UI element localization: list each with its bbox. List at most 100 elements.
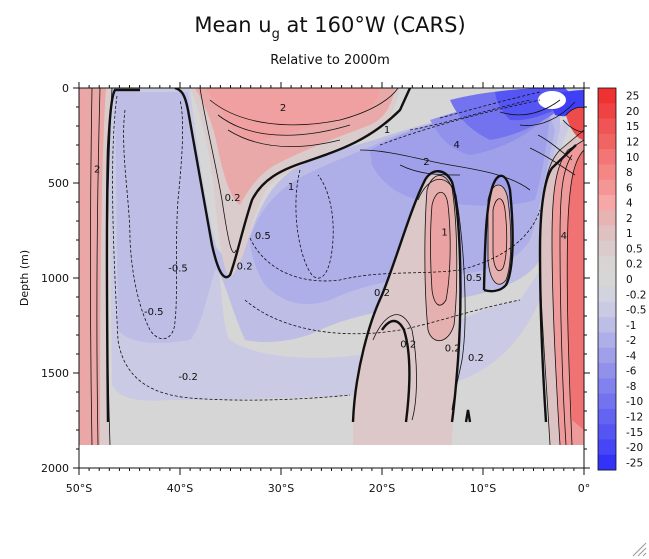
contour-label: 2 [423,157,429,168]
contour-line [249,209,541,282]
colorbar-swatch [598,149,616,165]
contour-line [439,91,541,119]
resize-grip-icon[interactable] [632,542,647,557]
colorbar-swatch [598,439,616,456]
contour-label: 1 [288,182,294,193]
contour-label: -0.5 [168,264,188,275]
colorbar-label: 15 [626,121,639,133]
colorbar-swatch [598,317,616,333]
colorbar-swatch [598,194,616,211]
colorbar-label: 0.2 [626,259,643,271]
contour-label: 0.5 [466,273,482,284]
x-tick-label: 50°S [66,482,92,495]
x-tick-label: 10°S [470,482,496,495]
field-eastward-upper-core-4 [205,88,380,142]
colorbar-swatch [598,88,616,104]
y-tick-label: 1500 [41,367,69,380]
contour-line [379,99,541,146]
y-tick-label: 0 [62,82,69,95]
colorbar-swatch [598,393,616,410]
contour-label: -0.5 [144,307,164,318]
contour-line [529,147,576,176]
contour-label: 0.2 [374,288,390,299]
contour-line [209,88,399,126]
contour-label: 4 [454,140,460,151]
colorbar-label: 0.5 [626,243,643,255]
colorbar-label: 12 [626,136,639,148]
x-tick-label: 0° [578,482,591,495]
contour-line [112,95,351,401]
colorbar-label: 0 [626,274,633,286]
contour-line [372,314,417,421]
colorbar-swatch [598,378,616,394]
contour-line [199,88,237,253]
contour-line [399,164,461,176]
contour-zero-14S [351,170,462,423]
blank-no-data-patch [538,91,566,109]
contour-line [499,99,561,116]
colorbar-label: -25 [626,457,643,469]
colorbar-label: -0.2 [626,289,647,301]
contour-line [424,175,458,342]
field-eastward-equator-6 [567,150,584,430]
y-axis: 0 500 1000 1500 2000 [41,82,590,475]
contour-line [96,88,101,446]
contour-line [244,299,521,335]
colorbar-swatch [598,424,616,440]
chart-subtitle: Relative to 2000m [270,53,390,68]
contour-line [417,178,466,411]
contour-zero-south [105,88,140,423]
colorbar-label: -12 [626,412,643,424]
contour-label: 2 [280,103,286,114]
field-eastward-14S-2 [430,192,451,306]
colorbar-label: -10 [626,396,643,408]
contour-label: -0.2 [178,372,198,383]
contour-label: 0.5 [255,231,271,242]
contour-zero-upper-left [174,88,412,279]
contour-labels: 2 2 1 0.2 0.2 0.5 -0.5 -0.5 -0.2 1 2 4 0.2 0.2 1 0.2 0.5… [94,103,567,383]
colorbar-swatch [598,164,616,181]
contour-line [537,134,573,161]
field-eastward-17S-0p2 [373,314,417,429]
contour-label: 4 [561,231,567,242]
colorbar-swatch [598,179,616,196]
colorbar-label: -0.5 [626,305,647,317]
colorbar-swatch [598,210,616,226]
colorbar-frame [597,87,617,471]
colorbar-swatch [598,103,616,119]
colorbar-swatch [598,408,616,425]
contour-label: 0.2 [400,340,416,351]
colorbar-label: -20 [626,442,643,454]
colorbar-label: -4 [626,350,637,362]
colorbar-swatch [598,286,616,303]
contour-zero-8S [482,174,514,293]
contour-line [492,198,508,272]
contour-line [217,114,351,136]
contour-line [519,101,576,126]
colorbar-label: 25 [626,91,639,103]
contour-line [539,129,584,446]
colorbar-label: 20 [626,106,639,118]
plot-area: 2 2 1 0.2 0.2 0.5 -0.5 -0.5 -0.2 1 2 4 0.2 0.2 1 0.2 0.5… [79,88,584,468]
colorbar-swatch [598,454,616,471]
contour-label: 1 [384,125,390,136]
chart-title: Mean ug at 160°W (CARS) [194,13,465,42]
colorbar-label: -6 [626,366,637,378]
colorbar-label: 1 [626,228,633,240]
colorbar-swatch [598,332,616,349]
field-eastward-8S-2 [493,198,507,271]
contour-line [295,169,334,279]
y-tick-label: 1000 [41,272,69,285]
contour-label: 0.2 [468,353,484,364]
colorbar-label: -2 [626,335,636,347]
colorbar-swatch [598,118,616,135]
colorbar-swatch [598,240,616,257]
x-tick-label: 20°S [369,482,395,495]
contour-label: 0.2 [445,343,461,354]
contour-zero-17S [381,319,411,423]
contour-line [551,139,584,446]
contour-label: 0.2 [225,193,241,204]
contour-line [565,106,584,116]
contour-label: 1 [441,227,447,238]
x-tick-label: 40°S [167,482,193,495]
